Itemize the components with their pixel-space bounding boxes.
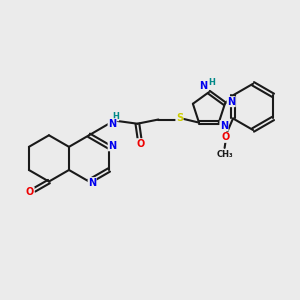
Text: O: O — [26, 187, 34, 197]
Text: H: H — [208, 78, 215, 87]
Text: O: O — [136, 139, 145, 149]
Text: N: N — [227, 97, 235, 107]
Text: N: N — [108, 119, 116, 129]
Text: N: N — [108, 141, 116, 151]
Text: H: H — [112, 112, 119, 121]
Text: N: N — [200, 81, 208, 91]
Text: N: N — [88, 178, 96, 188]
Text: N: N — [220, 121, 228, 131]
Text: O: O — [221, 132, 230, 142]
Text: S: S — [176, 113, 183, 124]
Text: CH₃: CH₃ — [216, 150, 233, 159]
